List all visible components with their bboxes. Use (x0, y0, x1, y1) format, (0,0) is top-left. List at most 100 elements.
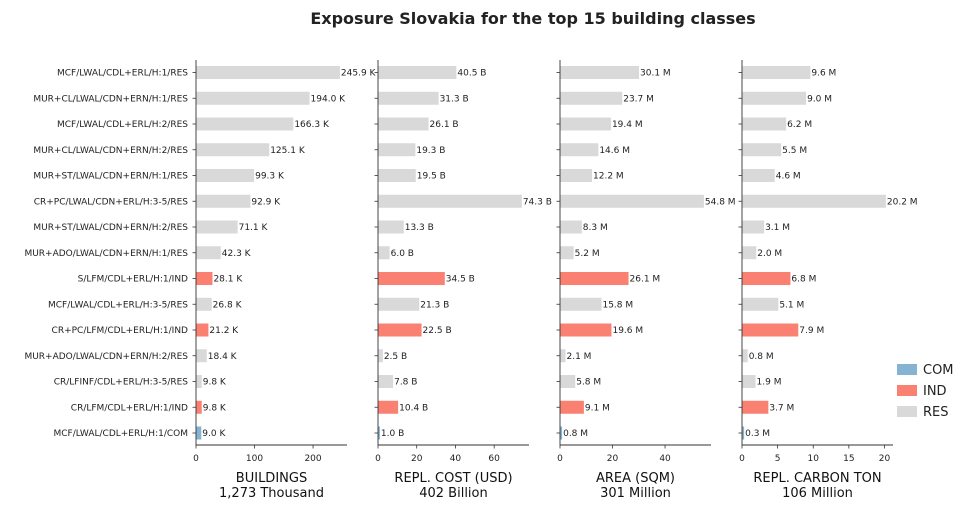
legend-label-res: RES (923, 405, 949, 420)
bar-res (560, 220, 582, 234)
data-label: 13.3 B (405, 223, 434, 233)
category-label: MUR+ST/LWAL/CDN+ERN/H:1/RES (33, 172, 188, 182)
bar-res (742, 297, 779, 311)
x-tick-label: 0 (739, 454, 745, 464)
bar-res (560, 143, 599, 157)
bar-res (378, 66, 457, 79)
panel-2: 40.5 B 31.3 B 26.1 B 19.3 B 19.5 B 74.3 B 13.3… (374, 60, 552, 501)
bar-res (560, 91, 623, 105)
bar-res (378, 117, 429, 131)
data-label: 2.1 M (567, 352, 592, 362)
bar-res (378, 194, 522, 208)
bar-ind (196, 272, 213, 285)
bar-ind (378, 400, 399, 414)
bar-res (742, 66, 811, 79)
data-label: 166.3 K (294, 120, 330, 130)
panel-4: 9.6 M 9.0 M 6.2 M 5.5 M 4.6 M 20.2 M 3.1 M 2.0 … (738, 60, 918, 501)
bar-ind (742, 400, 769, 414)
data-label: 2.5 B (384, 352, 407, 362)
data-label: 6.2 M (787, 120, 812, 130)
bar-res (378, 297, 420, 311)
x-tick-label: 100 (246, 454, 263, 464)
panel-3: 30.1 M 23.7 M 19.4 M 14.6 M 12.2 M 54.8 M 8.3 … (556, 60, 736, 501)
category-label: CR+PC/LFM/CDL+ERL/H:1/IND (52, 326, 189, 336)
category-label: CR/LFM/CDL+ERL/H:1/IND (71, 403, 188, 413)
bar-res (196, 349, 207, 363)
data-label: 20.2 M (887, 197, 918, 207)
bar-res (378, 143, 416, 157)
category-label: MUR+CL/LWAL/CDN+ERN/H:1/RES (33, 94, 188, 104)
data-label: 12.2 M (593, 172, 624, 182)
category-label: MCF/LWAL/CDL+ERL/H:3-5/RES (48, 300, 188, 310)
x-axis-total: 1,273 Thousand (219, 486, 324, 501)
x-tick-label: 40 (450, 454, 462, 464)
data-label: 34.5 B (446, 275, 475, 285)
category-label: MUR+CL/LWAL/CDN+ERN/H:2/RES (33, 146, 188, 156)
x-axis-total: 402 Billion (419, 486, 488, 501)
data-label: 7.8 B (394, 378, 417, 388)
bar-res (196, 220, 238, 234)
data-label: 19.5 B (417, 172, 446, 182)
legend-label-com: COM (923, 363, 954, 378)
bar-res (196, 169, 255, 182)
legend-label-ind: IND (923, 384, 947, 399)
bar-res (196, 143, 270, 157)
data-label: 71.1 K (239, 223, 269, 233)
x-tick-label: 20 (879, 454, 891, 464)
bar-res (560, 297, 602, 311)
data-label: 9.0 K (202, 429, 226, 439)
bar-ind (378, 323, 422, 337)
x-tick-label: 10 (807, 454, 819, 464)
data-label: 2.0 M (757, 249, 782, 259)
category-label: S/LFM/CDL+ERL/H:1/IND (78, 275, 188, 285)
panel-1: 245.9 K 194.0 K 166.3 K 125.1 K 99.3 K 92.9 K… (24, 60, 377, 501)
data-label: 5.5 M (782, 146, 807, 156)
bar-res (742, 169, 775, 182)
bar-res (560, 194, 704, 208)
bar-res (560, 169, 593, 182)
data-label: 92.9 K (251, 197, 281, 207)
x-axis-label: REPL. CARBON TON (753, 471, 881, 486)
bar-res (196, 246, 221, 260)
legend-swatch-res (897, 406, 917, 417)
x-tick-label: 60 (488, 454, 500, 464)
x-axis-total: 301 Million (600, 486, 671, 501)
data-label: 6.0 B (391, 249, 414, 259)
data-label: 40.5 B (457, 69, 486, 79)
bar-ind (196, 323, 209, 337)
data-label: 74.3 B (523, 197, 552, 207)
x-tick-label: 0 (557, 454, 563, 464)
data-label: 26.8 K (213, 300, 243, 310)
data-label: 26.1 B (430, 120, 459, 130)
bar-res (378, 246, 390, 260)
data-label: 7.9 M (799, 326, 824, 336)
category-label: MUR+ADO/LWAL/CDN+ERN/H:2/RES (24, 352, 188, 362)
bar-ind (560, 323, 612, 337)
data-label: 19.4 M (612, 120, 643, 130)
data-label: 99.3 K (255, 172, 285, 182)
x-tick-label: 20 (607, 454, 619, 464)
data-label: 1.0 B (381, 429, 404, 439)
x-tick-label: 5 (775, 454, 781, 464)
bar-res (378, 220, 404, 234)
data-label: 42.3 K (222, 249, 252, 259)
data-label: 0.8 M (563, 429, 588, 439)
bar-res (196, 297, 212, 311)
bar-res (742, 194, 886, 208)
bar-res (560, 349, 566, 363)
bar-res (742, 220, 765, 234)
data-label: 5.1 M (779, 300, 804, 310)
bar-res (196, 375, 202, 388)
data-label: 19.3 B (416, 146, 445, 156)
category-label: CR+PC/LWAL/CDN+ERL/H:3-5/RES (34, 197, 189, 207)
x-tick-label: 200 (304, 454, 321, 464)
bar-com (560, 426, 563, 440)
bar-res (742, 91, 807, 105)
data-label: 194.0 K (311, 94, 347, 104)
bar-res (560, 66, 640, 79)
bar-res (560, 375, 576, 388)
data-label: 9.1 M (585, 403, 610, 413)
data-label: 9.6 M (811, 69, 836, 79)
data-label: 4.6 M (776, 172, 801, 182)
category-label: CR/LFINF/CDL+ERL/H:3-5/RES (54, 378, 189, 388)
